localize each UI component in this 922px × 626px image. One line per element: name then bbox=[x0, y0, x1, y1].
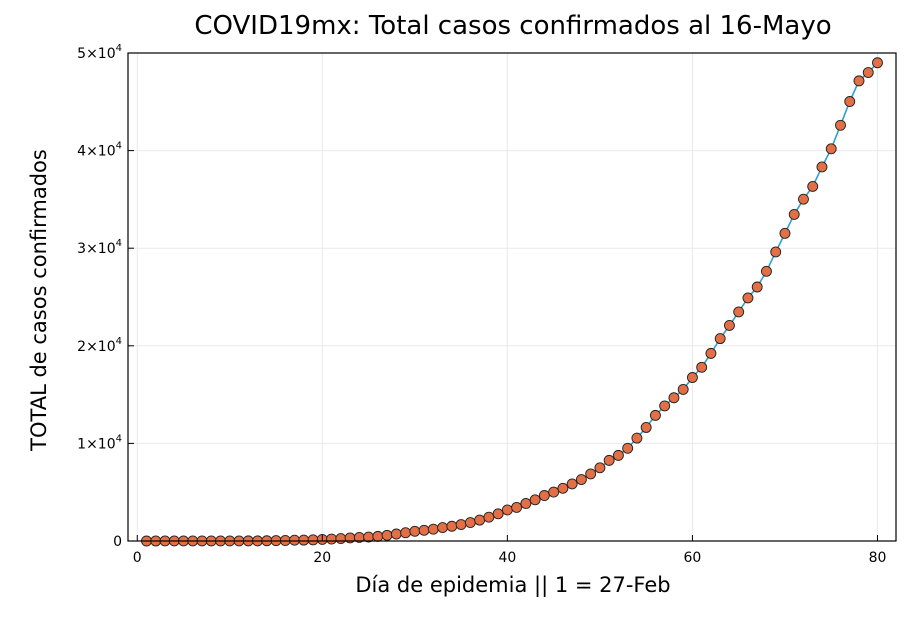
data-point bbox=[492, 508, 504, 520]
data-point bbox=[788, 208, 800, 220]
data-point bbox=[566, 478, 578, 490]
y-axis-label: TOTAL de casos confirmados bbox=[27, 149, 51, 452]
series-layer bbox=[141, 57, 883, 547]
data-point bbox=[640, 422, 652, 433]
data-point bbox=[770, 246, 782, 258]
data-point bbox=[844, 96, 856, 107]
data-point bbox=[289, 534, 301, 546]
data-point bbox=[761, 265, 772, 277]
data-point bbox=[779, 227, 791, 239]
x-tick-label: 0 bbox=[133, 550, 142, 566]
data-point bbox=[816, 161, 828, 173]
data-point bbox=[705, 347, 717, 359]
data-point bbox=[872, 57, 883, 69]
x-axis-label: Día de epidemia || 1 = 27-Feb bbox=[355, 573, 670, 598]
data-point bbox=[594, 462, 606, 474]
data-point bbox=[603, 454, 615, 466]
series-line bbox=[146, 62, 879, 542]
y-tick-label: 2×104 bbox=[77, 336, 122, 355]
data-point bbox=[677, 383, 689, 395]
chart-title: COVID19mx: Total casos confirmados al 16… bbox=[194, 11, 831, 41]
plot-frame bbox=[127, 52, 897, 542]
data-point bbox=[835, 119, 846, 131]
y-tick-label: 0 bbox=[113, 534, 122, 550]
y-tick-label: 1×104 bbox=[77, 433, 122, 452]
y-tick-label: 4×104 bbox=[77, 141, 122, 160]
data-point bbox=[427, 523, 439, 535]
data-point bbox=[742, 292, 754, 304]
data-point bbox=[529, 494, 541, 506]
data-point bbox=[400, 527, 412, 539]
grid-layer bbox=[128, 52, 896, 542]
data-point bbox=[418, 524, 430, 536]
data-point bbox=[446, 520, 458, 532]
data-point bbox=[686, 372, 698, 383]
data-point bbox=[557, 482, 569, 494]
data-point bbox=[585, 468, 597, 480]
data-point bbox=[474, 514, 486, 526]
data-point bbox=[455, 519, 467, 530]
data-point bbox=[335, 533, 347, 545]
data-point bbox=[733, 306, 745, 318]
data-point bbox=[409, 525, 421, 537]
data-point bbox=[501, 504, 513, 516]
x-tick-label: 60 bbox=[684, 550, 702, 566]
data-point bbox=[437, 522, 449, 534]
y-tick-label: 5×104 bbox=[77, 43, 122, 62]
data-point bbox=[751, 281, 763, 293]
data-point bbox=[326, 533, 338, 545]
x-tick-label: 20 bbox=[313, 550, 331, 566]
data-point bbox=[659, 400, 671, 412]
x-tick-label: 40 bbox=[498, 550, 516, 566]
data-point bbox=[668, 392, 680, 404]
data-point bbox=[631, 432, 643, 444]
data-point bbox=[622, 442, 634, 454]
data-point bbox=[511, 501, 523, 513]
data-point bbox=[575, 474, 587, 485]
data-point bbox=[696, 361, 708, 373]
data-point bbox=[807, 180, 819, 192]
ticks-layer: 0 20 40 60 80 0 1×104 2×104 3×104 4×104 5×104 bbox=[77, 43, 886, 566]
data-point bbox=[612, 449, 624, 461]
data-point bbox=[464, 517, 476, 529]
data-point bbox=[825, 143, 837, 155]
data-point bbox=[862, 67, 874, 78]
data-point bbox=[298, 534, 310, 546]
data-point bbox=[853, 75, 865, 87]
data-point bbox=[548, 486, 560, 498]
data-point bbox=[714, 333, 726, 345]
data-point bbox=[649, 409, 661, 421]
data-point bbox=[798, 193, 809, 205]
data-point bbox=[520, 498, 532, 509]
data-point bbox=[390, 528, 402, 540]
data-point bbox=[381, 529, 393, 541]
x-tick-label: 80 bbox=[869, 550, 887, 566]
data-point bbox=[723, 319, 735, 331]
y-tick-label: 3×104 bbox=[77, 238, 122, 257]
data-point bbox=[372, 530, 384, 542]
data-point bbox=[307, 534, 319, 546]
data-point bbox=[483, 511, 495, 523]
data-point bbox=[538, 490, 550, 501]
